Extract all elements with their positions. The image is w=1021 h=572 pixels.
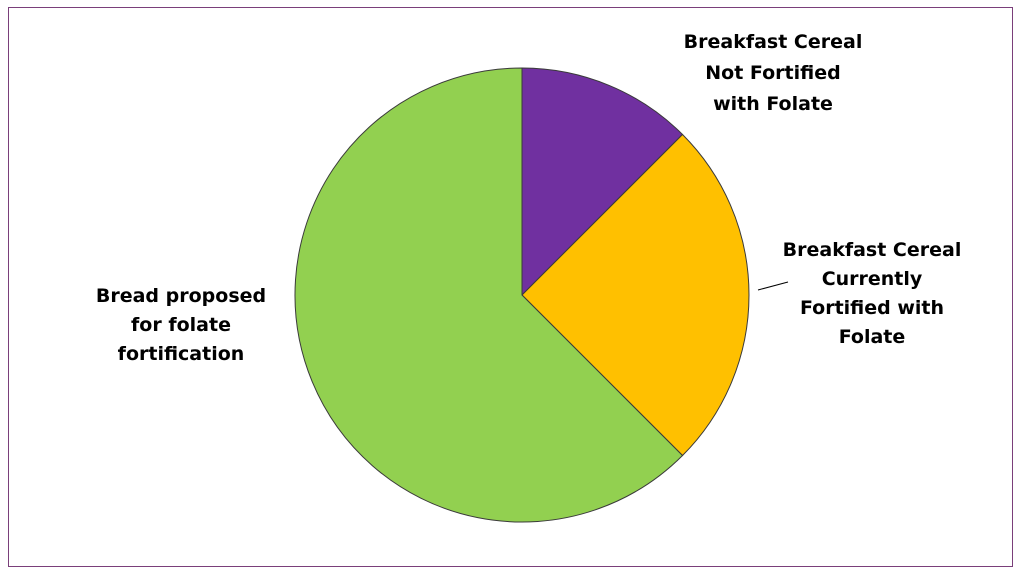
slice-label-line: Breakfast Cereal xyxy=(684,31,863,53)
slice-label-line: Bread proposed xyxy=(96,285,266,307)
slice-label-line: Folate xyxy=(839,326,906,348)
slice-label-line: Breakfast Cereal xyxy=(783,239,962,261)
pie-slice-2 xyxy=(294,67,684,523)
slice-label-line: Currently xyxy=(822,268,923,290)
slice-label-0: Breakfast Cereal Not Fortified with Folate xyxy=(684,31,863,115)
pie-slice-1 xyxy=(521,133,750,457)
slice-label-2: Bread proposed for folate fortification xyxy=(96,285,266,365)
pie-slices xyxy=(294,67,750,523)
slice-labels: Breakfast Cereal Not Fortified with Folate… xyxy=(96,31,961,365)
slice-label-line: Not Fortified xyxy=(705,62,840,84)
slice-label-line: Fortified with xyxy=(800,297,944,319)
chart-frame xyxy=(8,7,1013,567)
pie-slice-0 xyxy=(521,67,684,297)
slice-label-line: with Folate xyxy=(713,93,833,115)
slice-label-line: for folate xyxy=(131,314,231,336)
slice-label-line: fortification xyxy=(118,343,245,365)
slice-label-1: Breakfast Cereal Currently Fortified with F… xyxy=(783,239,962,348)
leader-line xyxy=(757,281,789,291)
